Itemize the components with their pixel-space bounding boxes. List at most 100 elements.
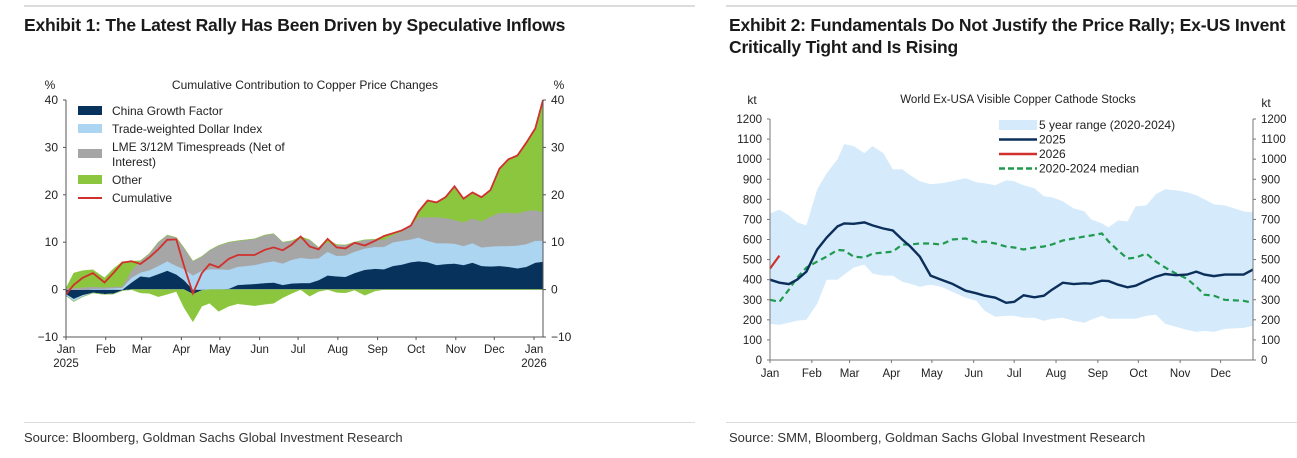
y-tick-label-right: 100 (1261, 335, 1280, 347)
legend-label: 2026 (1039, 147, 1066, 161)
x-tick-label: Jan (525, 344, 544, 356)
median-line (769, 232, 1254, 304)
exhibit1-source: Source: Bloomberg, Goldman Sachs Global … (24, 430, 403, 445)
x-tick-label: May (209, 344, 231, 356)
x-tick-label: Feb (802, 368, 822, 380)
chart1-ylabel-left: % (45, 78, 56, 92)
chart2-title: World Ex-USA Visible Copper Cathode Stoc… (900, 94, 1136, 106)
y-tick-label-left: 700 (743, 214, 762, 226)
cumulative-line (65, 99, 544, 296)
y-tick-label-right: 0 (551, 283, 558, 297)
y-tick-label-left: 40 (45, 93, 59, 107)
y-tick-label-right: 10 (551, 235, 565, 249)
y-tick-label-right: 200 (1261, 315, 1280, 327)
x-tick-label: Oct (407, 344, 426, 356)
x-tick-label: Apr (172, 344, 190, 356)
y-tick-label-left: 0 (51, 283, 58, 297)
x-tick-label: Aug (328, 344, 348, 356)
legend-swatch (78, 175, 102, 184)
y-tick-label-right: 20 (551, 188, 565, 202)
x-tick-label: Dec (484, 344, 505, 356)
x-tick-label: Oct (1129, 368, 1148, 380)
legend-label: 2025 (1039, 133, 1066, 147)
x-tick-label: Nov (446, 344, 467, 356)
y-tick-label-left: 1100 (737, 134, 762, 146)
x-tick-label: Sep (367, 344, 387, 356)
x-tick-label: Jul (291, 344, 306, 356)
legend-swatch-band (999, 120, 1037, 130)
exhibit2-bottom-rule (726, 422, 1297, 423)
y-tick-label-right: 30 (551, 140, 565, 154)
exhibit2-title-line2: Critically Tight and Is Rising (729, 37, 958, 57)
y-tick-label-right: 0 (1261, 355, 1267, 367)
y-tick-label-right: 1200 (1261, 114, 1287, 126)
y-tick-label-left: 600 (743, 235, 762, 247)
other-area-negative (65, 289, 543, 323)
y-tick-label-left: 100 (743, 335, 762, 347)
legend-label: China Growth Factor (112, 104, 223, 118)
line-2025 (769, 221, 1254, 305)
chart2-ylabel-left: kt (747, 93, 757, 107)
y-tick-label-right: 300 (1261, 295, 1280, 307)
x-tick-label: Dec (1210, 368, 1231, 380)
legend-label: 5 year range (2020-2024) (1039, 118, 1175, 132)
legend-swatch (78, 124, 102, 133)
exhibit1-bottom-rule (24, 422, 695, 423)
exhibit2-chart: World Ex-USA Visible Copper Cathode Stoc… (736, 93, 1286, 380)
x-tick-label: Jan (761, 368, 780, 380)
y-tick-label-right: 1000 (1261, 154, 1287, 166)
y-tick-label-left: 200 (743, 315, 762, 327)
y-tick-label-left: 10 (45, 235, 59, 249)
y-tick-label-left: 300 (743, 295, 762, 307)
chart1-ylabel-right: % (554, 78, 565, 92)
y-tick-label-right: 1100 (1261, 134, 1286, 146)
y-tick-label-right: −10 (551, 330, 572, 344)
x-tick-label: Feb (96, 344, 116, 356)
y-tick-label-right: 900 (1261, 174, 1280, 186)
legend-label: Trade-weighted Dollar Index (112, 122, 262, 136)
chart1-title: Cumulative Contribution to Copper Price … (172, 78, 438, 92)
x-tick-label: Sep (1088, 368, 1108, 380)
y-tick-label-left: 900 (743, 174, 762, 186)
y-tick-label-left: 0 (756, 355, 762, 367)
y-tick-label-left: −10 (38, 330, 59, 344)
y-tick-label-left: 20 (45, 188, 59, 202)
legend-label: Other (112, 173, 142, 187)
y-tick-label-left: 1200 (736, 114, 762, 126)
y-tick-label-right: 400 (1261, 275, 1280, 287)
x-tick-year-label: 2025 (53, 358, 79, 370)
x-tick-label: May (921, 368, 943, 380)
exhibit2-top-rule (726, 5, 1297, 7)
y-tick-label-left: 800 (743, 194, 762, 206)
y-tick-label-left: 1000 (736, 154, 762, 166)
x-tick-label: Aug (1046, 368, 1066, 380)
legend-label: Interest) (112, 155, 156, 169)
x-tick-label: Mar (840, 368, 860, 380)
chart2-ylabel-right: kt (1261, 96, 1271, 110)
legend-label: Cumulative (112, 191, 172, 205)
y-tick-label-left: 30 (45, 140, 59, 154)
y-tick-label-right: 500 (1261, 255, 1280, 267)
x-tick-label: Mar (132, 344, 152, 356)
x-tick-year-label: 2026 (521, 358, 547, 370)
five-year-range-band (770, 144, 1253, 332)
exhibit1-title: Exhibit 1: The Latest Rally Has Been Dri… (24, 15, 566, 35)
y-tick-label-right: 40 (551, 93, 565, 107)
y-tick-label-right: 800 (1261, 194, 1280, 206)
x-tick-label: Nov (1170, 368, 1191, 380)
exhibit2-source: Source: SMM, Bloomberg, Goldman Sachs Gl… (729, 430, 1146, 445)
x-tick-label: Jul (1007, 368, 1022, 380)
x-tick-label: Jun (250, 344, 269, 356)
y-tick-label-right: 700 (1261, 214, 1280, 226)
y-tick-label-left: 500 (743, 255, 762, 267)
legend-label: 2020-2024 median (1039, 162, 1139, 176)
x-tick-label: Apr (882, 368, 900, 380)
x-tick-label: Jun (964, 368, 983, 380)
x-tick-label: Jan (57, 344, 76, 356)
exhibit2-title-line1: Exhibit 2: Fundamentals Do Not Justify t… (729, 15, 1286, 35)
y-tick-label-left: 400 (743, 275, 762, 287)
exhibit1-chart: Cumulative Contribution to Copper Price … (38, 78, 572, 370)
exhibit2-title: Exhibit 2: Fundamentals Do Not Justify t… (729, 14, 1297, 58)
legend-swatch (78, 149, 102, 158)
